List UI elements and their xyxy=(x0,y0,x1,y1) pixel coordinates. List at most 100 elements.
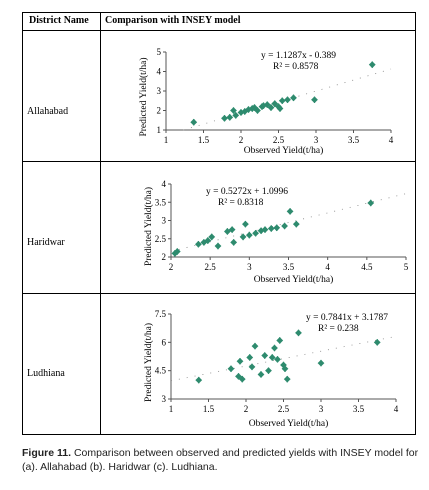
x-tick-label: 3.5 xyxy=(353,404,365,414)
comparison-table: District Name Comparison with INSEY mode… xyxy=(22,12,416,435)
header-comparison: Comparison with INSEY model xyxy=(105,15,241,26)
data-point xyxy=(228,226,236,234)
allahabad-scatter-chart: 1 1.5 2 2.5 3 3.5 4 1 2 3 4 5 y = 1.1287x - 0.389R² … xyxy=(138,47,394,156)
data-point-marker-bar xyxy=(264,226,266,233)
data-point xyxy=(286,207,294,215)
data-point xyxy=(290,94,297,102)
data-point-marker-bar xyxy=(174,250,176,257)
data-point-marker-bar xyxy=(255,230,257,237)
x-tick-label: 2.5 xyxy=(205,262,217,272)
data-point-marker-bar xyxy=(270,225,272,232)
data-point-marker-bar xyxy=(262,102,265,109)
regression-equation: y = 0.7841x + 3.1787 xyxy=(306,313,388,323)
data-point xyxy=(238,375,246,383)
data-point xyxy=(230,239,238,246)
y-tick-label: 2 xyxy=(162,252,167,262)
data-point-marker-bar xyxy=(240,109,242,116)
data-point-marker-bar xyxy=(313,96,316,103)
x-tick-label: 1.5 xyxy=(203,404,215,414)
data-point-marker-bar xyxy=(198,376,200,384)
y-axis-label: Predicted Yield(t/ha) xyxy=(143,187,154,266)
data-point-marker-bar xyxy=(253,104,256,111)
x-tick-label: 4 xyxy=(325,262,330,272)
data-point xyxy=(368,61,376,69)
data-point xyxy=(317,359,325,367)
data-point-marker-bar xyxy=(260,371,262,378)
district-haridwar: Haridwar xyxy=(27,237,65,248)
data-point xyxy=(245,231,253,239)
y-tick-label: 7.5 xyxy=(155,309,167,319)
data-point xyxy=(248,363,256,371)
row-divider xyxy=(23,161,415,162)
data-point-marker-bar xyxy=(229,114,231,121)
data-point-marker-bar xyxy=(286,375,288,383)
y-tick-label: 5 xyxy=(157,47,162,57)
data-point xyxy=(292,220,300,228)
x-tick-label: 2.5 xyxy=(273,135,285,145)
y-tick-label: 3 xyxy=(162,394,167,404)
data-point-marker-bar xyxy=(254,342,256,350)
ludhiana-scatter-chart: 1 1.5 2 2.5 3 3.5 4 3 4.5 6 7.5 y = 0.7841x + 3.178… xyxy=(143,309,399,429)
row-divider xyxy=(23,293,415,294)
data-point-marker-bar xyxy=(281,97,283,104)
data-point-marker-bar xyxy=(211,233,213,241)
regression-equation: y = 1.1287x - 0.389 xyxy=(261,51,336,61)
data-point-marker-bar xyxy=(197,241,200,248)
data-point xyxy=(254,107,261,114)
data-point-marker-bar xyxy=(279,105,281,112)
data-point-marker-bar xyxy=(241,375,243,383)
data-point xyxy=(373,338,381,346)
data-point-marker-bar xyxy=(297,329,300,337)
data-point xyxy=(214,242,222,250)
column-divider xyxy=(100,13,101,434)
data-point xyxy=(195,376,203,384)
data-point-marker-bar xyxy=(320,359,322,367)
data-point-marker-bar xyxy=(193,119,195,126)
data-point-marker-bar xyxy=(295,220,297,228)
data-point-marker-bar xyxy=(217,242,219,250)
trendline xyxy=(170,335,397,382)
data-point xyxy=(208,233,216,241)
x-tick-label: 3.5 xyxy=(348,135,360,145)
data-point-marker-bar xyxy=(230,365,232,372)
data-point xyxy=(246,354,254,361)
y-tick-label: 4.5 xyxy=(155,366,167,376)
y-axis-label: Predicted Yield(t/ha) xyxy=(138,57,149,136)
data-point-marker-bar xyxy=(267,367,270,374)
data-point-marker-bar xyxy=(279,337,281,344)
x-tick-label: 2.5 xyxy=(278,404,290,414)
data-point xyxy=(278,97,286,105)
data-point xyxy=(283,375,291,383)
x-tick-label: 2 xyxy=(244,404,249,414)
x-tick-label: 2 xyxy=(239,135,244,145)
data-point xyxy=(236,357,244,365)
data-point xyxy=(274,355,281,363)
x-axis-label: Observed Yield(t/ha) xyxy=(254,274,334,285)
data-point-marker-bar xyxy=(289,208,291,215)
data-point xyxy=(295,329,302,337)
figure-caption-text: Comparison between observed and predicte… xyxy=(22,447,419,473)
y-tick-label: 4 xyxy=(157,67,162,77)
x-tick-label: 4 xyxy=(394,404,399,414)
data-point-marker-bar xyxy=(235,112,237,119)
data-point xyxy=(276,105,284,112)
data-point-marker-bar xyxy=(226,228,228,235)
y-tick-label: 3 xyxy=(157,86,162,96)
data-point-marker-bar xyxy=(376,339,378,346)
data-point-marker-bar xyxy=(247,106,250,113)
x-tick-label: 2 xyxy=(169,262,174,272)
data-point-marker-bar xyxy=(273,344,276,352)
data-point xyxy=(221,114,228,122)
data-point xyxy=(239,233,247,241)
data-point xyxy=(267,225,275,232)
y-tick-label: 2.5 xyxy=(155,234,167,244)
x-tick-label: 4.5 xyxy=(361,262,373,272)
data-point xyxy=(367,199,375,207)
x-axis-label: Observed Yield(t/ha) xyxy=(249,418,329,429)
data-point xyxy=(281,365,289,373)
data-point-marker-bar xyxy=(207,237,209,244)
data-point-marker-bar xyxy=(277,103,280,110)
data-point-marker-bar xyxy=(239,358,241,365)
header-district-name: District Name xyxy=(29,15,89,26)
x-tick-label: 5 xyxy=(404,262,409,272)
